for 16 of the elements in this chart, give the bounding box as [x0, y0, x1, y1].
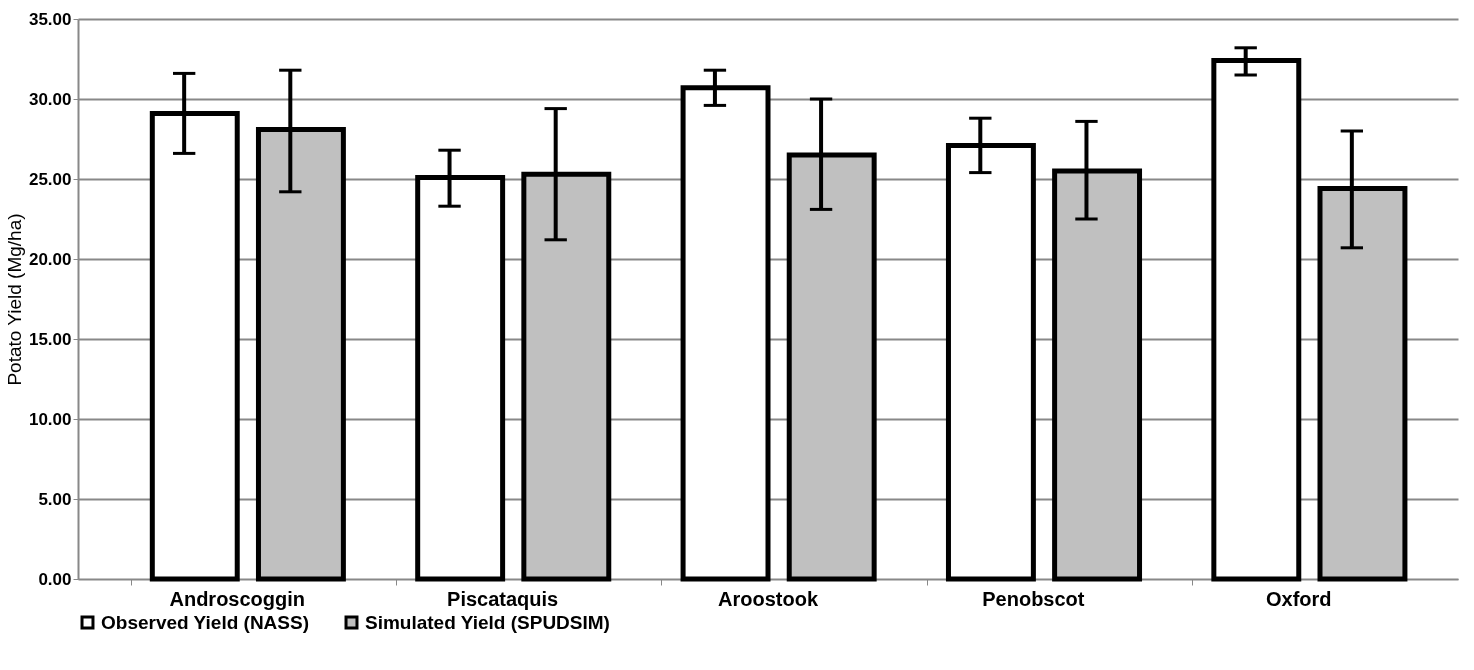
x-tick-label: Aroostook — [718, 587, 819, 610]
x-tick-label: Oxford — [1265, 587, 1332, 610]
y-tick-label: 30.00 — [28, 89, 72, 109]
y-tick-label: 20.00 — [28, 249, 72, 269]
y-tick-label: 10.00 — [28, 409, 72, 429]
y-tick-label: 5.00 — [38, 489, 72, 509]
x-tick-label: Androscoggin — [169, 587, 305, 610]
y-tick-label: 25.00 — [28, 169, 72, 189]
y-tick-label: 15.00 — [28, 329, 72, 349]
y-tick-label: 0.00 — [38, 569, 72, 589]
y-tick-label: 35.00 — [28, 9, 72, 29]
legend-label: Simulated Yield (SPUDSIM) — [365, 611, 610, 633]
y-axis-title: Potato Yield (Mg/ha) — [3, 213, 25, 386]
x-tick-label: Piscataquis — [447, 587, 559, 610]
legend-label: Observed Yield (NASS) — [101, 611, 310, 633]
x-tick-label: Penobscot — [982, 587, 1085, 610]
